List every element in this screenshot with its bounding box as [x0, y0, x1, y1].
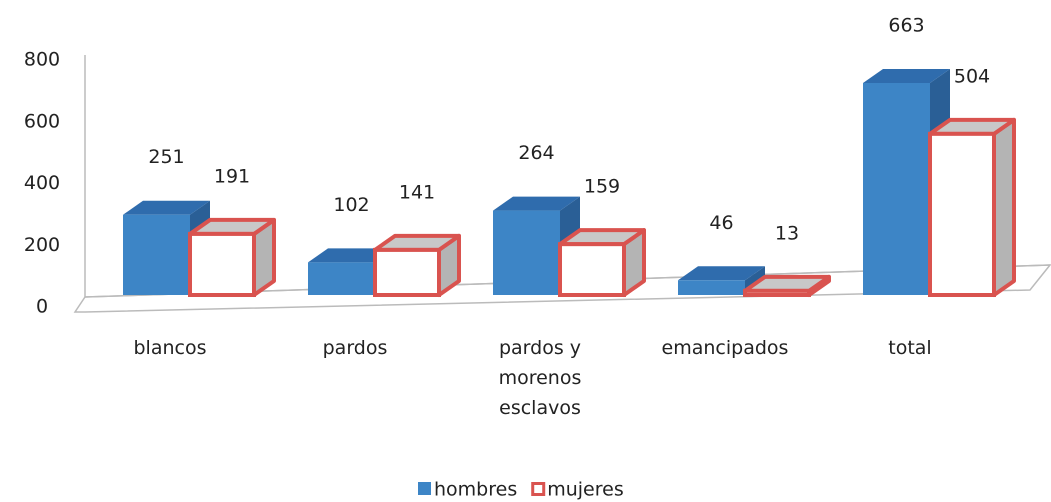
value-label: 251 — [148, 146, 184, 168]
bar — [493, 210, 560, 295]
bar-top — [123, 200, 210, 215]
legend-swatch — [531, 482, 546, 496]
legend-label: hombres — [434, 479, 517, 501]
value-label: 264 — [518, 142, 554, 164]
x-tick-label: pardos y morenos esclavos — [498, 337, 582, 419]
legend-swatch — [418, 482, 431, 495]
bar — [863, 83, 930, 295]
bar — [373, 247, 441, 298]
y-tick-label: 400 — [24, 172, 60, 194]
y-tick-label: 0 — [36, 296, 48, 318]
value-label: 141 — [399, 181, 435, 203]
bar — [678, 280, 745, 295]
value-label: 13 — [775, 222, 799, 244]
bar — [558, 242, 626, 297]
y-tick-label: 200 — [24, 234, 60, 256]
bar — [123, 214, 190, 295]
value-label: 46 — [709, 212, 733, 234]
y-tick-label: 800 — [24, 49, 60, 71]
bar-side — [992, 117, 1016, 297]
bar — [743, 288, 811, 298]
x-tick-label: pardos — [322, 337, 388, 359]
value-label: 663 — [888, 15, 924, 37]
x-tick-label: blancos — [133, 337, 207, 359]
bar-top — [678, 266, 765, 281]
value-label: 159 — [584, 176, 620, 198]
legend-label: mujeres — [547, 479, 624, 501]
bar — [928, 131, 996, 297]
x-tick-label: emancipados — [661, 337, 789, 359]
bar — [188, 231, 256, 297]
x-tick-label: total — [888, 337, 932, 359]
bar-top — [493, 196, 580, 211]
value-label: 191 — [214, 165, 250, 187]
bar — [308, 262, 375, 295]
y-tick-label: 600 — [24, 110, 60, 132]
value-label: 504 — [954, 65, 990, 87]
value-label: 102 — [333, 194, 369, 216]
bar-top — [863, 69, 950, 83]
